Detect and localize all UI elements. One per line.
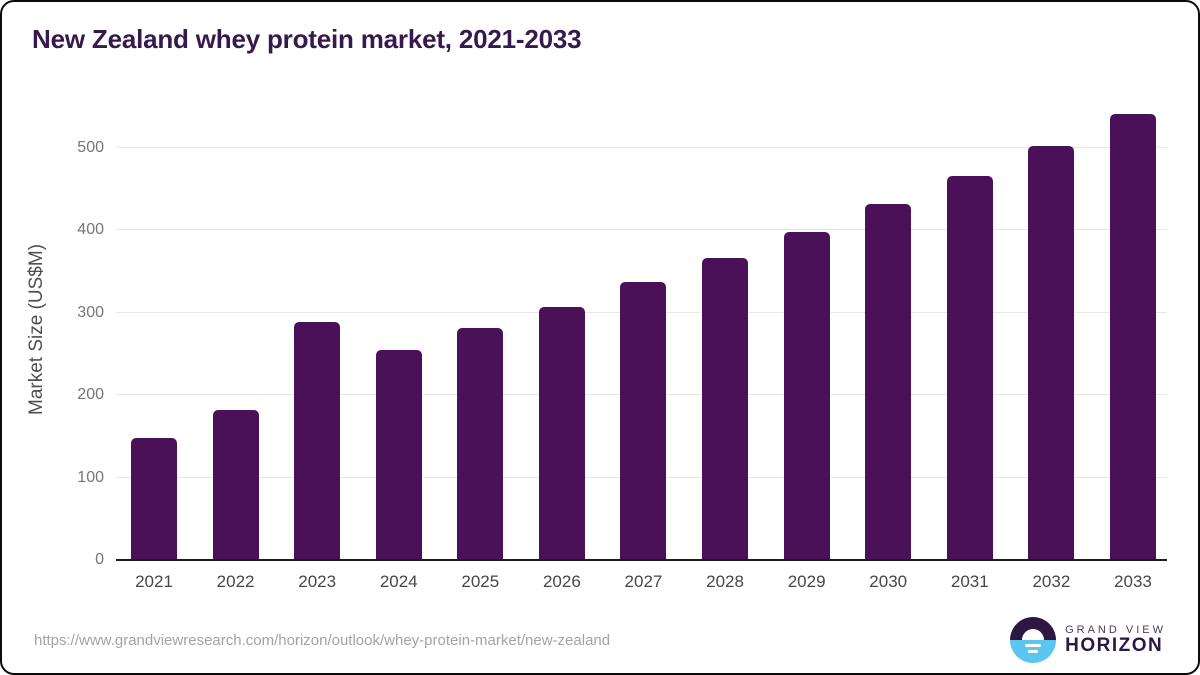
bar-2021[interactable] [131,437,177,560]
grand-view-horizon-logo: GRAND VIEW HORIZON [1010,617,1166,663]
x-tick-label-2025: 2025 [461,572,500,591]
x-tick-label-2028: 2028 [706,572,744,591]
source-url: https://www.grandviewresearch.com/horizo… [34,631,611,649]
bar-2025[interactable] [457,328,504,560]
plot-area [116,98,1167,561]
bar-2024[interactable] [375,350,422,560]
bar-2023[interactable] [294,322,341,560]
gridline-500 [116,146,1167,148]
x-tick-label-2022: 2022 [216,572,255,591]
logo-grand-view-text: GRAND VIEW [1065,623,1166,636]
x-tick-label-2021: 2021 [135,572,173,591]
logo-sun-dome [1022,629,1045,640]
logo-reflection-line [1025,644,1042,647]
logo-sky-half [1010,617,1057,640]
gridline-400 [116,229,1167,230]
y-tick-label-0: 0 [95,551,104,568]
x-tick-label-2033: 2033 [1114,572,1152,591]
bar-2027[interactable] [620,281,667,560]
bar-2031[interactable] [946,175,993,560]
y-tick-label-300: 300 [77,303,104,321]
y-tick-label-500: 500 [77,138,104,156]
y-tick-label-400: 400 [77,221,104,238]
chart-title: New Zealand whey protein market, 2021-20… [32,24,582,54]
horizon-sunrise-icon [1010,617,1057,663]
bar-2022[interactable] [212,409,259,560]
x-tick-label-2024: 2024 [379,572,418,591]
y-axis-tick-labels: 0 100 200 300 400 500 [2,98,104,569]
chart-footer: https://www.grandviewresearch.com/horizo… [2,613,1198,673]
bar-2032[interactable] [1028,145,1075,560]
bar-2030[interactable] [865,204,912,560]
logo-horizon-text: HORIZON [1065,634,1164,656]
x-axis-line [116,559,1167,561]
x-axis-tick-labels: 2021 2022 2023 2024 2025 2026 2027 2028 2029 2030… [116,572,1167,596]
x-tick-label-2023: 2023 [298,572,337,591]
x-tick-label-2026: 2026 [542,572,581,591]
bar-2029[interactable] [783,231,830,560]
x-tick-label-2030: 2030 [869,572,908,591]
x-tick-label-2029: 2029 [787,572,826,591]
y-tick-label-200: 200 [77,386,104,403]
bar-2033[interactable] [1109,113,1156,560]
x-tick-label-2032: 2032 [1032,572,1071,591]
logo-wordmark: GRAND VIEW HORIZON [1065,624,1166,657]
x-tick-label-2027: 2027 [624,572,663,591]
bar-2026[interactable] [538,306,585,560]
y-tick-label-100: 100 [77,468,104,486]
bar-2028[interactable] [702,258,749,560]
x-tick-label-2031: 2031 [950,572,989,591]
logo-reflection-line [1028,650,1039,653]
